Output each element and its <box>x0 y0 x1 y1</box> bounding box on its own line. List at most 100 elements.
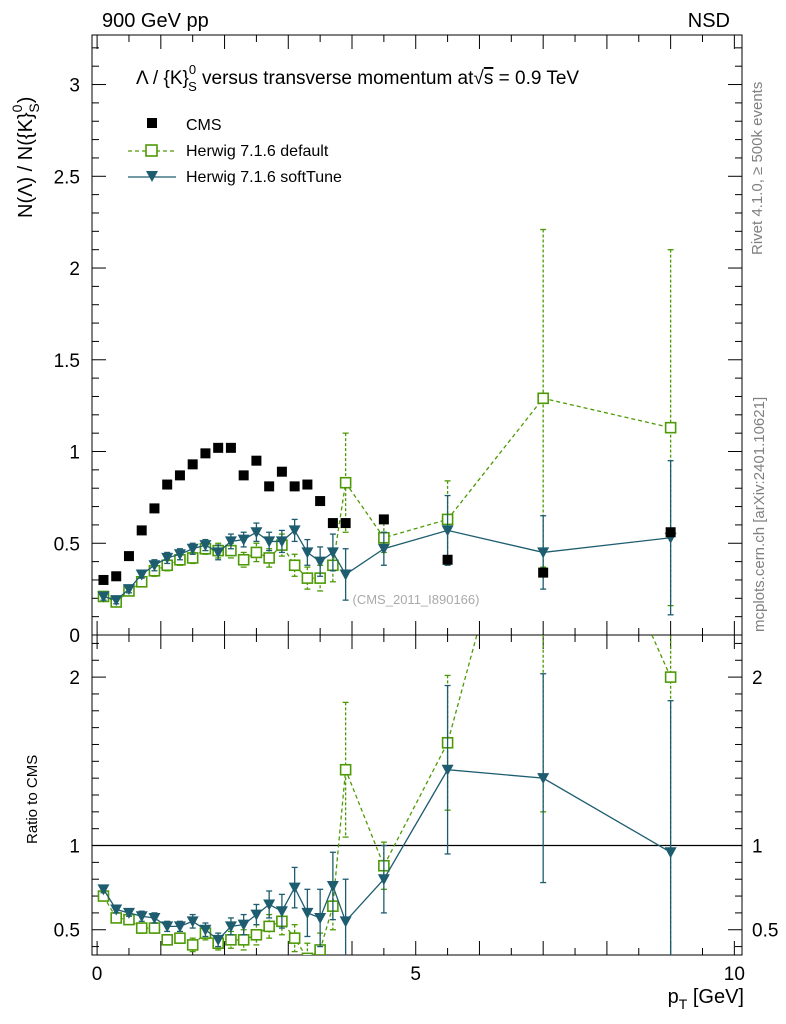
main-cms-point <box>289 481 300 492</box>
main-cms-series <box>98 442 676 585</box>
main-cms-point <box>149 503 160 514</box>
main-cms-point <box>340 518 351 529</box>
ratio-herwig-softtune-point <box>377 874 390 886</box>
ratio-herwig-softtune-point <box>135 911 148 923</box>
main-herwig-softtune-point <box>224 536 237 548</box>
main-axes: 0 0.5 1 1.5 2 2.5 3 <box>54 35 742 647</box>
ratio-y-tick-label-right: 2 <box>752 668 763 689</box>
title-sqrt-sign: √ <box>473 68 484 89</box>
ratio-y-tick-label: 1 <box>69 837 80 858</box>
main-herwig-softtune-point <box>161 552 174 564</box>
y-tick-label: 1.5 <box>54 351 80 372</box>
ratio-herwig-default-point <box>225 934 237 946</box>
ratio-herwig-default-point <box>664 671 677 683</box>
main-herwig-softtune-point <box>173 549 186 561</box>
xlabel-rest: [GeV] <box>687 986 744 1008</box>
main-cms-point <box>200 448 211 459</box>
main-cms-point <box>251 455 262 466</box>
ratio-y-tick-label-right: 0.5 <box>752 921 778 942</box>
ratio-herwig-default-point <box>174 932 186 944</box>
ratio-herwig-softtune-point <box>122 907 135 919</box>
main-cms-point <box>327 518 338 529</box>
main-herwig-softtune-point <box>186 543 199 555</box>
main-herwig-softtune-point <box>122 584 135 596</box>
main-herwig-default-line <box>103 397 671 603</box>
legend-default-marker <box>145 144 158 157</box>
xlabel-sub: T <box>679 996 688 1012</box>
main-herwig-softtune-point <box>326 547 339 559</box>
analysis-watermark: (CMS_2011_I890166) <box>353 592 480 607</box>
ratio-herwig-softtune-point <box>301 907 314 919</box>
ratio-herwig-softtune-point <box>263 899 276 911</box>
ratio-herwig-default-point <box>161 934 173 946</box>
main-herwig-softtune-point <box>441 525 454 537</box>
mcplots-label: mcplots.cern.ch [arXiv:2401.10621] <box>751 397 768 632</box>
main-cms-point <box>302 479 313 490</box>
main-cms-point <box>187 459 198 470</box>
ratio-herwig-softtune-point <box>110 904 123 916</box>
ratio-herwig-softtune-point <box>441 764 454 776</box>
main-cms-point <box>264 481 275 492</box>
main-herwig-softtune-point <box>339 569 352 581</box>
title-sqrt-arg: s <box>484 68 494 89</box>
ratio-y-axis-label: Ratio to CMS <box>24 755 41 844</box>
main-cms-point <box>315 496 326 507</box>
main-cms-point <box>538 567 549 578</box>
legend: CMS Herwig 7.1.6 default Herwig 7.1.6 so… <box>128 117 342 186</box>
ratio-herwig-default-point <box>148 922 161 934</box>
y-tick-label: 0.5 <box>54 534 80 555</box>
rivet-version-label: Rivet 4.1.0, ≥ 500k events <box>749 82 766 255</box>
main-herwig-softtune-point <box>97 591 110 603</box>
ratio-herwig-softtune-point <box>237 919 250 931</box>
chart-title: Λ / {K}0 S versus transverse momentum at√… <box>136 62 579 94</box>
main-herwig-softtune-point <box>110 595 123 607</box>
main-cms-point <box>98 574 109 585</box>
x-tick-label: 5 <box>410 964 421 985</box>
main-y-axis-label: N(Λ) / N({K}0S) <box>9 97 42 218</box>
header-energy-label: 900 GeV pp <box>102 10 209 32</box>
main-herwig-default-point <box>263 552 275 564</box>
main-herwig-default-point <box>237 553 250 566</box>
main-herwig-softtune-point <box>377 543 390 555</box>
y-tick-label: 2 <box>69 259 80 280</box>
ylabel-sub: S <box>26 103 42 112</box>
ratio-herwig-softtune-point <box>161 921 174 933</box>
main-herwig-softtune-point <box>250 527 263 539</box>
main-herwig-softtune-point <box>237 534 250 546</box>
ratio-herwig-softtune-point <box>537 773 550 785</box>
ratio-herwig-softtune-point <box>326 880 339 892</box>
ratio-herwig-softtune-point <box>97 884 110 896</box>
ratio-herwig-softtune-point <box>148 912 161 924</box>
main-herwig-softtune-point <box>212 547 225 559</box>
ratio-herwig-softtune-point <box>664 847 677 859</box>
main-cms-point <box>276 466 287 477</box>
legend-cms-label: CMS <box>186 117 222 134</box>
ratio-plot-frame <box>91 634 743 956</box>
main-herwig-softtune-series <box>97 460 677 616</box>
y-tick-label: 0 <box>69 626 80 647</box>
ratio-herwig-softtune-line <box>102 769 671 941</box>
main-cms-point <box>174 470 185 481</box>
ylabel-b: ) <box>15 97 37 104</box>
ratio-herwig-default-point <box>250 928 263 941</box>
ratio-herwig-softtune-point <box>314 912 327 924</box>
main-cms-point <box>665 527 676 538</box>
header-process-label: NSD <box>688 10 730 32</box>
ratio-herwig-softtune-series <box>97 673 677 955</box>
x-tick-label: 0 <box>92 964 103 985</box>
title-end: = 0.9 TeV <box>493 68 579 89</box>
ratio-herwig-softtune-point <box>339 916 352 928</box>
main-herwig-softtune-point <box>199 540 212 552</box>
y-tick-label: 1 <box>69 443 80 464</box>
main-cms-point <box>123 551 134 562</box>
main-herwig-softtune-point <box>537 547 550 559</box>
ratio-herwig-default-point <box>339 763 352 776</box>
ratio-y-tick-label-right: 1 <box>752 837 763 858</box>
title-tail: versus transverse momentum at <box>197 68 474 89</box>
ratio-herwig-default-point <box>237 934 250 946</box>
ratio-herwig-softtune-point <box>186 916 199 928</box>
main-cms-point <box>111 571 122 582</box>
main-herwig-softtune-point <box>275 536 288 548</box>
main-herwig-softtune-point <box>263 536 276 548</box>
